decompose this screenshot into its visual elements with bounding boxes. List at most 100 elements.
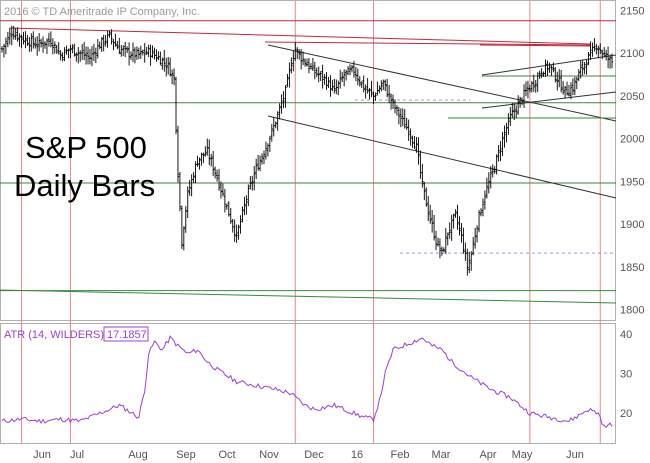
- price-bar: [165, 57, 168, 77]
- price-bar: [303, 58, 307, 67]
- price-bar: [471, 236, 475, 256]
- price-bar: [556, 71, 559, 91]
- price-bar: [493, 166, 496, 174]
- price-bar: [593, 38, 596, 52]
- price-bar: [360, 81, 363, 89]
- price-bar: [577, 69, 580, 82]
- price-bar: [397, 106, 401, 125]
- price-bar: [260, 153, 264, 165]
- price-bar: [147, 44, 150, 58]
- price-bar: [114, 33, 117, 47]
- price-bar: [454, 209, 457, 218]
- price-bar: [606, 46, 610, 69]
- price-bar: [143, 42, 146, 63]
- month-tick-label: Jun: [33, 449, 51, 461]
- price-bar: [219, 181, 223, 199]
- price-bar: [348, 64, 352, 76]
- price-bar: [182, 226, 186, 251]
- price-bar: [409, 128, 412, 146]
- downtrend-channel-upper: [267, 44, 617, 122]
- price-bar: [430, 209, 434, 233]
- price-bar: [497, 145, 500, 162]
- price-bar: [280, 94, 283, 114]
- price-bar: [127, 42, 131, 66]
- price-bar: [368, 87, 371, 100]
- price-bar: [376, 81, 379, 96]
- price-bar: [477, 210, 481, 233]
- price-bar: [37, 32, 41, 52]
- price-bar: [75, 52, 78, 62]
- price-bar: [583, 61, 586, 75]
- price-bar: [237, 224, 240, 240]
- price-bar: [59, 50, 62, 61]
- price-bar: [358, 76, 361, 87]
- price-bar: [608, 54, 612, 69]
- price-bar: [153, 47, 156, 60]
- price-bar: [166, 56, 170, 75]
- price-bar: [427, 195, 430, 222]
- price-bar: [495, 154, 498, 175]
- price-bar: [329, 75, 332, 97]
- price-bar: [274, 121, 277, 129]
- price-bar: [391, 94, 395, 110]
- price-bar: [470, 251, 473, 271]
- price-bar: [258, 155, 262, 172]
- price-bar: [491, 164, 494, 178]
- price-bar: [393, 99, 397, 114]
- price-bar: [339, 69, 342, 89]
- price-bar: [532, 74, 535, 92]
- price-bar: [24, 31, 27, 49]
- price-bar: [442, 247, 446, 253]
- price-bar: [94, 47, 98, 63]
- price-bar: [509, 107, 512, 126]
- price-bar: [102, 34, 105, 52]
- month-tick-label: Nov: [259, 449, 279, 461]
- price-bar: [415, 137, 418, 153]
- price-bar: [208, 139, 211, 166]
- price-bar: [209, 153, 213, 167]
- price-bar: [575, 76, 579, 90]
- price-bar: [374, 92, 377, 101]
- price-bar: [384, 79, 387, 91]
- price-bar: [186, 186, 189, 218]
- price-bar: [516, 95, 520, 115]
- resistance-trendline-top: [9, 27, 591, 45]
- price-bar: [307, 58, 311, 74]
- price-bar: [327, 76, 330, 89]
- price-bar: [350, 64, 354, 73]
- price-bar: [458, 216, 461, 236]
- price-bar: [440, 246, 444, 256]
- price-bar: [145, 46, 148, 56]
- price-bar: [311, 57, 315, 72]
- price-bar: [241, 206, 244, 223]
- price-bar: [501, 131, 504, 157]
- price-bar: [245, 195, 248, 215]
- price-bar: [356, 68, 360, 86]
- price-bar: [20, 34, 23, 48]
- month-tick-label: Jul: [70, 449, 84, 461]
- price-axis-tick: 1900: [620, 219, 644, 231]
- price-bar: [366, 78, 369, 94]
- price-bar: [305, 58, 309, 67]
- price-bar: [213, 166, 217, 179]
- price-bar: [313, 61, 317, 80]
- price-axis-tick: 1850: [620, 262, 644, 274]
- price-bar: [499, 141, 502, 162]
- price-bar: [550, 65, 553, 76]
- price-bar: [18, 33, 21, 47]
- price-bar: [215, 169, 219, 182]
- price-bar: [411, 135, 414, 148]
- price-bar: [364, 84, 367, 99]
- axis-ticks: 1800 1850 1900 1950 2000 2050 2100 2150 20 30 40 Ju…: [33, 6, 644, 461]
- price-bar: [96, 38, 100, 59]
- price-bar: [559, 70, 563, 93]
- price-bar: [317, 66, 320, 83]
- price-bar: [172, 68, 176, 86]
- price-bar: [206, 138, 209, 156]
- price-bar: [346, 66, 350, 76]
- price-bar: [118, 37, 121, 55]
- price-bar: [231, 218, 234, 233]
- price-bar: [565, 81, 569, 96]
- atr-indicator-label: ATR (14, WILDERS): [4, 329, 104, 341]
- price-bar: [176, 125, 180, 183]
